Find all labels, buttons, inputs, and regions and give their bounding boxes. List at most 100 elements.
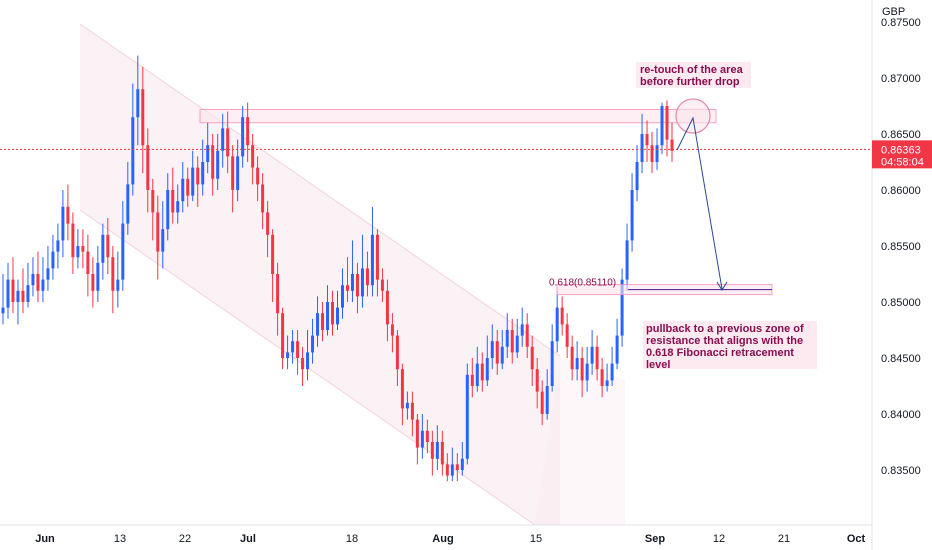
candle-body [465, 374, 469, 459]
candle-body [475, 363, 479, 386]
x-tick-label: 21 [778, 533, 790, 545]
candle-body [226, 128, 230, 157]
candle-body [301, 358, 305, 370]
candle-body [395, 335, 399, 370]
y-tick-label: 0.84500 [881, 353, 921, 365]
candle-body [505, 330, 509, 347]
currency-label: GBP [882, 6, 905, 18]
y-tick-label: 0.84000 [881, 409, 921, 421]
candle-body [246, 117, 250, 146]
candle-body [116, 279, 120, 291]
candle-body [610, 363, 614, 381]
candle-body [560, 307, 564, 325]
candle-body [281, 313, 285, 358]
candle-body [520, 324, 524, 336]
candle-body [425, 430, 429, 442]
candle-body [660, 106, 664, 146]
candle-body [410, 402, 414, 420]
candle-body [390, 324, 394, 336]
candle-body [580, 358, 584, 381]
candle-body [550, 341, 554, 386]
candle-body [440, 442, 444, 465]
candle-body [286, 352, 290, 358]
candle-body [56, 240, 60, 252]
candle-body [76, 246, 80, 258]
candle-body [51, 251, 55, 269]
price-tag-value: 0.86363 [881, 144, 921, 156]
candle-body [340, 285, 344, 308]
projection-path [676, 116, 723, 290]
x-tick-label: 15 [530, 533, 542, 545]
candle-body [81, 246, 85, 252]
candles [1, 55, 674, 482]
candle-body [480, 363, 484, 381]
candle-body [31, 274, 35, 286]
annotation-top-line: re-touch of the area [640, 64, 744, 76]
annotation-bottom-line: level [646, 359, 670, 371]
candle-body [500, 346, 504, 364]
candle-body [216, 150, 220, 179]
candle-body [46, 268, 50, 280]
candle-body [375, 234, 379, 280]
candle-body [306, 352, 310, 370]
candle-body [191, 167, 195, 196]
candle-body [640, 134, 644, 162]
candle-body [555, 307, 559, 342]
annotation-bottom-line: pullback to a previous zone of [646, 323, 804, 335]
candle-body [181, 178, 185, 202]
candle-body [380, 279, 384, 291]
candle-body [126, 184, 130, 224]
candle-body [515, 335, 519, 353]
candle-body [171, 190, 175, 213]
x-tick-label: 12 [713, 533, 725, 545]
candle-body [91, 274, 95, 291]
candle-body [316, 313, 320, 336]
candle-body [360, 268, 364, 297]
x-tick-label: Jun [35, 533, 55, 545]
candle-body [530, 346, 534, 370]
fib-label: 0.618(0.85110) [549, 278, 616, 289]
candle-body [146, 145, 150, 190]
candle-body [540, 391, 544, 414]
candle-body [121, 223, 125, 280]
candle-body [420, 430, 424, 448]
candle-body [6, 279, 10, 308]
candle-body [21, 290, 25, 302]
candle-body [251, 145, 255, 168]
candle-body [400, 369, 404, 409]
candle-body [455, 464, 459, 470]
candle-body [311, 335, 315, 353]
candle-body [430, 442, 434, 459]
projection-arrowhead [716, 281, 728, 291]
retouch-circle [675, 98, 711, 134]
candle-body [595, 346, 599, 370]
candle-body [645, 134, 649, 146]
candle-body [370, 234, 374, 286]
candle-body [131, 117, 135, 185]
x-tick-label: 18 [346, 533, 358, 545]
candle-body [326, 302, 330, 330]
annotation-bottom-line: 0.618 Fibonacci retracement [646, 347, 794, 359]
candle-body [485, 358, 489, 381]
candle-body [186, 178, 190, 196]
candle-body [490, 341, 494, 358]
candle-body [236, 156, 240, 190]
candle-body [221, 128, 225, 151]
candle-body [615, 335, 619, 364]
channel-upper-line [79, 23, 561, 357]
overlays: 0.618(0.85110) re-touch of the areabefore… [0, 62, 872, 371]
candle-body [141, 89, 145, 146]
candle-body [26, 285, 30, 302]
candle-body [176, 201, 180, 213]
candle-body [650, 145, 654, 162]
y-tick-label: 0.86500 [881, 129, 921, 141]
candle-body [211, 145, 215, 179]
candle-body [635, 162, 639, 190]
candle-body [256, 167, 260, 185]
candle-body [590, 346, 594, 364]
resistance-zone [199, 108, 717, 124]
annotation-top-line: before further drop [640, 76, 740, 88]
candle-body [405, 402, 409, 409]
